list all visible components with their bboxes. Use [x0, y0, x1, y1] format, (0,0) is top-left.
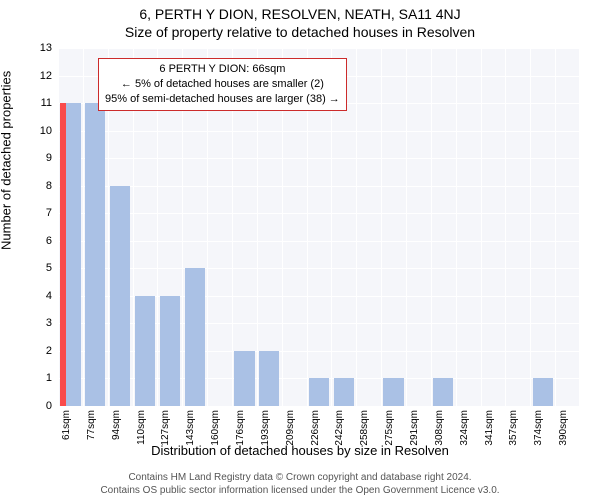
plot-area: 01234567891011121361sqm77sqm94sqm110sqm1… [58, 48, 580, 406]
chart-container: 6, PERTH Y DION, RESOLVEN, NEATH, SA11 4… [0, 0, 600, 500]
bar [433, 378, 453, 406]
gridline-h [58, 131, 580, 132]
y-tick-label: 8 [46, 180, 52, 192]
x-tick-label: 275sqm [384, 410, 395, 446]
bar [334, 378, 354, 406]
x-tick-label: 390sqm [558, 410, 569, 446]
y-tick-label: 4 [46, 290, 52, 302]
x-tick-label: 226sqm [310, 410, 321, 446]
annotation-line2: ← 5% of detached houses are smaller (2) [105, 77, 340, 92]
x-tick-label: 258sqm [359, 410, 370, 446]
x-tick-label: 160sqm [210, 410, 221, 446]
gridline-h [58, 241, 580, 242]
footer-line2: Contains OS public sector information li… [0, 485, 600, 498]
bar [309, 378, 329, 406]
x-tick-label: 127sqm [160, 410, 171, 446]
y-tick-label: 1 [46, 372, 52, 384]
y-tick-label: 11 [41, 97, 52, 109]
gridline-v [505, 48, 506, 406]
y-tick-label: 3 [46, 317, 52, 329]
bar [533, 378, 553, 406]
gridline-v [406, 48, 407, 406]
gridline-v [481, 48, 482, 406]
gridline-v [356, 48, 357, 406]
bar [259, 351, 279, 406]
gridline-h [58, 48, 580, 49]
annotation-box: 6 PERTH Y DION: 66sqm ← 5% of detached h… [98, 58, 347, 111]
x-tick-label: 193sqm [260, 410, 271, 446]
bar [185, 268, 205, 406]
footer-line1: Contains HM Land Registry data © Crown c… [0, 472, 600, 485]
footer-attribution: Contains HM Land Registry data © Crown c… [0, 472, 600, 497]
gridline-h [58, 213, 580, 214]
annotation-line3: 95% of semi-detached houses are larger (… [105, 92, 340, 107]
bar [135, 296, 155, 406]
gridline-v [579, 48, 580, 406]
gridline-v [381, 48, 382, 406]
x-tick-label: 324sqm [459, 410, 470, 446]
x-tick-label: 176sqm [235, 410, 246, 446]
x-tick-label: 291sqm [409, 410, 420, 446]
y-tick-label: 7 [46, 207, 52, 219]
y-tick-label: 10 [40, 125, 52, 137]
x-tick-label: 357sqm [508, 410, 519, 446]
gridline-h [58, 268, 580, 269]
gridline-h [58, 186, 580, 187]
x-tick-label: 94sqm [111, 410, 122, 440]
highlight-bar [60, 103, 66, 406]
gridline-v [530, 48, 531, 406]
x-tick-label: 308sqm [434, 410, 445, 446]
y-tick-label: 5 [46, 262, 52, 274]
bar [110, 186, 130, 406]
annotation-line1: 6 PERTH Y DION: 66sqm [105, 62, 340, 77]
bar [85, 103, 105, 406]
y-tick-label: 6 [46, 235, 52, 247]
gridline-v [456, 48, 457, 406]
x-tick-label: 61sqm [61, 410, 72, 440]
y-tick-label: 12 [40, 70, 52, 82]
x-tick-label: 143sqm [185, 410, 196, 446]
y-tick-label: 9 [46, 152, 52, 164]
x-tick-label: 209sqm [285, 410, 296, 446]
x-tick-label: 341sqm [484, 410, 495, 446]
gridline-h [58, 158, 580, 159]
gridline-h [58, 406, 580, 407]
y-tick-label: 2 [46, 345, 52, 357]
y-tick-label: 0 [46, 400, 52, 412]
x-axis-label: Distribution of detached houses by size … [0, 443, 600, 458]
gridline-v [431, 48, 432, 406]
bar [383, 378, 403, 406]
y-axis-label: Number of detached properties [0, 71, 14, 250]
bar [160, 296, 180, 406]
x-tick-label: 242sqm [334, 410, 345, 446]
bar [234, 351, 254, 406]
chart-title-line2: Size of property relative to detached ho… [0, 24, 600, 40]
gridline-v [58, 48, 59, 406]
y-tick-label: 13 [40, 42, 52, 54]
x-tick-label: 110sqm [136, 410, 147, 445]
x-tick-label: 77sqm [86, 410, 97, 440]
gridline-v [83, 48, 84, 406]
chart-title-line1: 6, PERTH Y DION, RESOLVEN, NEATH, SA11 4… [0, 6, 600, 22]
gridline-v [555, 48, 556, 406]
x-tick-label: 374sqm [533, 410, 544, 446]
